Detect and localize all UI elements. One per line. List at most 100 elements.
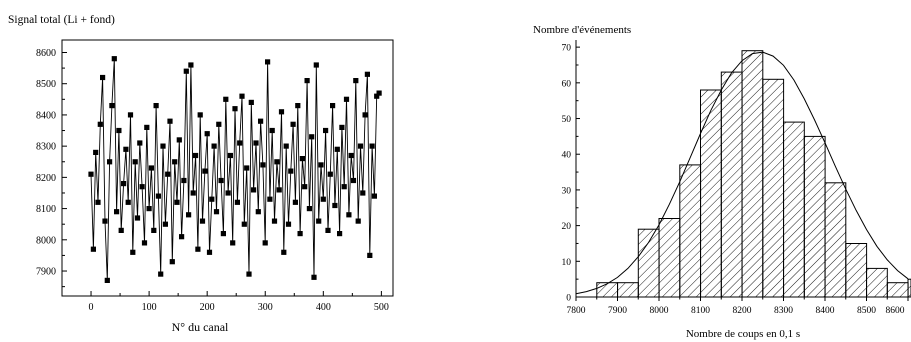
gaussian-fit-line (575, 51, 909, 295)
signal-point (116, 127, 122, 134)
signal-point (125, 199, 131, 205)
signal-point (179, 234, 185, 240)
signal-axes: 0 100 200 300 400 500 7900 8000 8100 8200 8300 8400… (36, 39, 394, 313)
histogram-x-tick-label: 7800 (567, 306, 586, 316)
signal-series-line (90, 58, 380, 281)
histogram-bar (741, 50, 764, 298)
signal-y-tick-label: 8200 (36, 173, 56, 184)
signal-point (118, 227, 124, 233)
signal-point (276, 187, 282, 193)
signal-point (167, 118, 173, 124)
signal-point (332, 202, 338, 209)
signal-point (306, 206, 312, 212)
signal-point (153, 103, 159, 109)
signal-point (360, 190, 366, 196)
signal-point (197, 112, 203, 118)
signal-x-tick-label: 0 (89, 302, 94, 313)
histogram-bar (824, 182, 847, 298)
signal-point (288, 168, 294, 174)
signal-point (195, 246, 201, 252)
histogram-y-tick-label: 10 (562, 258, 572, 268)
signal-point (155, 193, 161, 199)
signal-point (193, 152, 199, 159)
histogram-y-tick-label: 30 (562, 186, 572, 196)
signal-point (267, 196, 273, 202)
signal-point (186, 212, 192, 218)
signal-point (248, 99, 254, 105)
histogram-bar (886, 282, 909, 298)
signal-point (225, 190, 231, 196)
signal-point (285, 221, 292, 227)
signal-point (199, 218, 206, 224)
signal-point (251, 187, 257, 193)
signal-point (255, 209, 261, 215)
signal-point (353, 78, 359, 84)
signal-point (102, 218, 108, 224)
signal-point (230, 240, 236, 246)
histogram-y-tick-label: 0 (566, 294, 571, 304)
signal-point (355, 218, 361, 224)
signal-point (350, 177, 357, 184)
signal-point (148, 165, 154, 171)
signal-x-tick-label: 400 (316, 302, 331, 313)
signal-point (202, 168, 208, 174)
signal-point (239, 93, 245, 99)
histogram-bar (845, 243, 868, 298)
signal-point (290, 121, 296, 127)
signal-point (346, 212, 352, 218)
histogram-x-tick-label: 8500 (857, 306, 876, 316)
signal-point (337, 231, 343, 237)
signal-point (292, 199, 298, 205)
signal-point (241, 221, 247, 227)
signal-point (220, 231, 226, 237)
signal-point (374, 93, 380, 99)
histogram-bar (762, 78, 785, 298)
histogram-x-tick-label: 8200 (733, 306, 752, 316)
signal-point (299, 156, 305, 162)
signal-point (104, 277, 110, 283)
signal-xlabel: N° du canal (172, 320, 229, 334)
signal-point (165, 171, 171, 177)
histogram-x-tick-label: 8300 (774, 306, 793, 316)
signal-point (376, 90, 382, 96)
signal-point (190, 190, 196, 196)
histogram-bar (866, 267, 888, 298)
histogram-bar (637, 228, 660, 298)
signal-point (339, 124, 345, 130)
signal-point (309, 134, 315, 140)
histogram-chart: Nombre d'événements Nombre de coups en 0… (533, 24, 911, 340)
histogram-xlabel: Nombre de coups en 0,1 s (686, 328, 800, 340)
signal-x-tick-label: 300 (258, 302, 273, 313)
signal-point (109, 103, 115, 109)
histogram-y-tick-label: 50 (562, 115, 572, 125)
histogram-bar (617, 282, 639, 298)
signal-point (172, 159, 178, 165)
signal-y-tick-label: 8600 (36, 48, 56, 59)
signal-point (209, 196, 215, 202)
signal-point (213, 209, 220, 215)
signal-point (146, 206, 152, 212)
signal-point (211, 143, 217, 149)
signal-point (95, 199, 101, 205)
signal-point (114, 209, 120, 215)
signal-point (158, 271, 164, 277)
signal-point (265, 59, 271, 65)
signal-point (218, 177, 224, 184)
signal-point (234, 199, 240, 205)
signal-point (258, 118, 264, 124)
signal-point (311, 274, 317, 280)
histogram-y-tick-label: 20 (562, 222, 572, 232)
signal-point (318, 162, 324, 168)
signal-point (111, 56, 117, 62)
signal-point (204, 131, 210, 137)
signal-point (206, 249, 213, 255)
signal-chart: Signal total (Li + fond) N° du canal 0 10… (8, 14, 394, 334)
histogram-bar (596, 282, 619, 298)
signal-point (139, 184, 145, 190)
histogram-bar (679, 164, 702, 298)
signal-point (327, 171, 333, 177)
signal-point (362, 112, 368, 118)
signal-point (137, 140, 143, 146)
signal-point (278, 109, 285, 115)
